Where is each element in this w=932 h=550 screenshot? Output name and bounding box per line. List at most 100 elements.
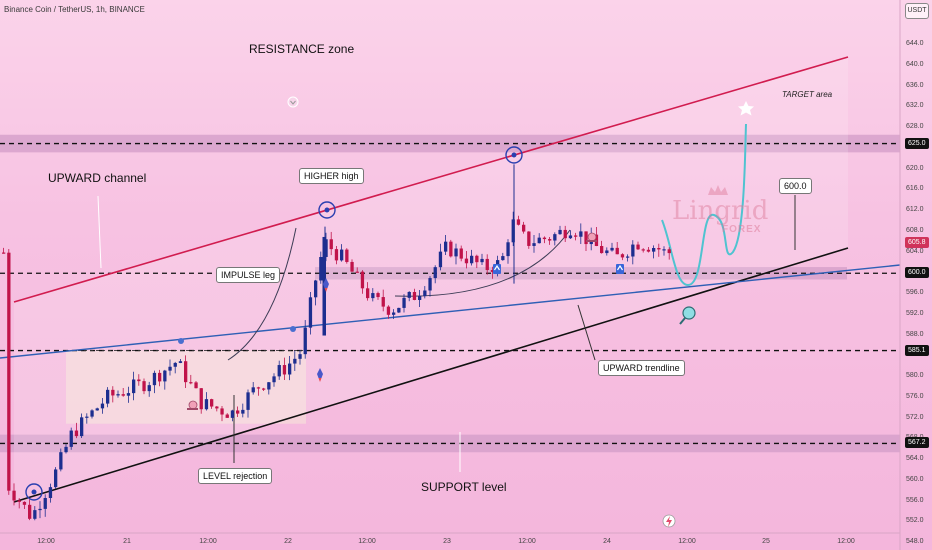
candle-body [610, 247, 614, 251]
candle-body [516, 219, 521, 225]
candle-body [563, 229, 567, 239]
support-level-label: SUPPORT level [421, 480, 507, 494]
candle-body [288, 363, 292, 375]
watermark-sub: FOREX [722, 224, 762, 235]
candle-body [189, 382, 193, 384]
price-tick-label: 616.0 [906, 185, 924, 193]
candle-body [438, 251, 443, 268]
price-tick-label: 608.0 [906, 226, 924, 234]
candle-body [501, 256, 505, 261]
candle-body [470, 255, 474, 264]
magnifier-handle [679, 317, 686, 325]
candle-body [454, 248, 458, 257]
candle-body [256, 387, 261, 389]
upward-trendline [0, 264, 901, 359]
candle-body [64, 446, 68, 453]
time-tick-label: 21 [123, 538, 131, 545]
price-tick-label: 556.0 [906, 496, 924, 504]
symbol-title: Binance Coin / TetherUS, 1h, BINANCE [4, 5, 145, 14]
candle-body [652, 248, 656, 252]
candle-body [464, 258, 469, 264]
candle-body [137, 379, 141, 382]
candle-body [506, 242, 510, 257]
candle-body [600, 246, 604, 254]
candle-body [178, 361, 183, 363]
candle-body [241, 409, 245, 414]
price-tick-label: 564.0 [906, 455, 924, 463]
candle-body [355, 271, 359, 273]
candle-body [59, 452, 63, 470]
snail-body [586, 240, 597, 242]
candle-body [657, 248, 661, 250]
candle-body [433, 267, 437, 279]
candle-body [376, 293, 380, 298]
candle-body [69, 430, 73, 447]
magnifier-icon [682, 306, 696, 320]
candle-body [407, 291, 411, 298]
candle-body [17, 500, 21, 502]
trendline-touch-icon [178, 338, 184, 344]
trendline-pointer [577, 304, 596, 361]
candle-body [386, 306, 391, 315]
candle-body [392, 312, 396, 315]
candle-body [345, 249, 349, 262]
snail-body [187, 408, 198, 410]
down-arrow-circle-icon [287, 96, 299, 108]
impulse-leg-label: IMPULSE leg [216, 267, 281, 283]
candle-body [194, 382, 198, 389]
candle-body [490, 270, 495, 272]
upward-channel-label: UPWARD channel [48, 171, 147, 185]
rocket-icon [317, 368, 323, 378]
price-tick-label: 560.0 [906, 475, 924, 483]
candle-body [574, 235, 578, 237]
snail-icon [188, 400, 198, 410]
arrow-up-icon [616, 264, 624, 274]
price-tick-label: 636.0 [906, 81, 924, 89]
candle-body [626, 256, 630, 258]
candle-body [480, 258, 484, 263]
candle-body [324, 239, 328, 258]
candle-body [236, 410, 240, 414]
candle-body [527, 231, 531, 246]
watermark-logo: Lingrid [672, 196, 769, 226]
candle-body [553, 234, 557, 241]
candle-body [314, 280, 318, 298]
candle-body [22, 501, 27, 505]
time-tick-label: 25 [762, 538, 770, 545]
trendline-touch-icon [290, 326, 296, 332]
price-tick-label: 576.0 [906, 392, 924, 400]
price-tick-label: 604.0 [906, 247, 924, 255]
arrow-up-glyph [616, 264, 624, 271]
candle-body [126, 393, 131, 396]
candle-body [308, 297, 313, 328]
price-tick-label: 552.0 [906, 517, 924, 525]
price-tick-label: 580.0 [906, 372, 924, 380]
candle-body [641, 249, 645, 251]
candle-body [334, 249, 339, 261]
candle-body [90, 410, 94, 417]
candle-body [444, 241, 448, 252]
time-tick-label: 23 [443, 538, 451, 545]
candle-body [173, 362, 177, 367]
star-icon [738, 101, 754, 116]
price-tick-label: 572.0 [906, 413, 924, 421]
price-tick-label: 640.0 [906, 60, 924, 68]
candle-body [293, 358, 297, 364]
candle-body [397, 307, 401, 313]
level-rejection-label: LEVEL rejection [198, 468, 273, 484]
candle-body [106, 389, 110, 404]
candle-body [95, 408, 99, 411]
candle-body [511, 219, 515, 243]
candle-body [132, 379, 136, 394]
price-tick-label: 612.0 [906, 206, 924, 214]
candle-body [43, 498, 47, 509]
candle-body [147, 385, 151, 392]
candle-body [662, 249, 666, 251]
candle-body [371, 293, 375, 299]
currency-badge[interactable]: USDT [905, 3, 929, 19]
candle-body [428, 278, 432, 291]
level-600-label: 600.0 [779, 178, 812, 194]
candle-body [542, 237, 547, 240]
